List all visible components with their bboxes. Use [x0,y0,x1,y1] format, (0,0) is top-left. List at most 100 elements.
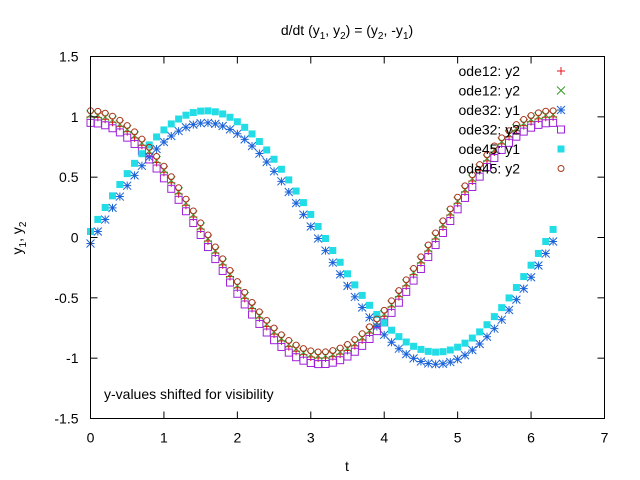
data-point [483,151,491,159]
data-point [263,316,271,324]
data-point [498,134,506,142]
x-tick-label: 7 [601,430,609,446]
data-point [123,133,132,142]
data-point [116,116,124,124]
data-point [380,306,388,314]
data-point [138,150,146,158]
data-point [233,118,241,126]
data-point [122,181,132,191]
data-point [285,337,293,345]
data-point [350,347,359,356]
data-point [145,155,154,164]
data-point [314,348,322,356]
data-point [233,278,241,286]
data-point [269,166,279,176]
data-point [182,195,190,203]
data-point [380,319,388,327]
legend-label: ode45: y2 [459,161,521,177]
data-point [204,107,212,115]
data-point [167,173,175,181]
data-point [432,229,440,237]
data-point [410,265,418,273]
data-point [394,344,404,354]
x-tick-label: 0 [87,430,95,446]
x-tick-label: 1 [160,430,168,446]
data-point [211,243,219,251]
data-point [240,300,249,309]
data-point [482,332,492,342]
data-point [181,207,190,216]
data-point [504,305,514,315]
data-point [218,121,228,131]
chart-annotation: y-values shifted for visibility [104,386,274,402]
data-point [218,266,227,275]
x-tick-label: 2 [233,430,241,446]
data-point [153,133,161,141]
data-point [167,184,176,193]
data-point [189,109,197,117]
data-point [476,161,484,169]
data-point [255,308,263,316]
data-point [483,321,491,329]
data-point [182,111,190,119]
series-4 [87,107,557,356]
data-point [233,289,242,298]
data-point [321,246,330,255]
data-point [160,162,168,170]
legend-label: ode32: y2 [459,122,521,138]
data-point [388,297,396,305]
data-point [219,110,227,118]
data-point [527,112,535,120]
data-point [358,330,366,338]
data-point [196,230,205,239]
data-point [137,161,147,171]
y-axis-ticks: 1.5 1 0.5 0 -0.5 -1 -1.5 [54,49,605,427]
data-point [454,193,462,201]
data-point [101,203,109,211]
data-point [203,243,212,252]
data-point [416,264,425,273]
legend-marker [557,125,565,134]
data-point [255,319,264,328]
data-point [247,141,257,151]
y-tick-label: -1 [66,350,79,366]
data-point [94,107,102,115]
data-point [461,339,469,347]
data-point [365,334,374,343]
data-point [336,344,344,352]
data-point [109,112,117,120]
data-point [483,162,492,171]
data-point [387,337,396,347]
legend: ode12: y2 ode12: y2 ode32: y1 ode32: y2 ode4… [459,63,566,177]
data-point [115,128,124,137]
data-point [175,115,183,123]
data-point [321,348,329,356]
data-point [277,176,286,186]
legend-label: ode45: y1 [459,141,521,157]
data-point [241,123,249,131]
data-point [461,182,469,190]
y-tick-label: 1 [71,109,79,125]
data-point [446,205,454,213]
data-point [196,118,205,128]
data-point [175,184,183,192]
data-point [181,122,191,132]
x-axis-label: t [345,458,349,474]
data-point [417,345,425,353]
data-point [467,345,477,355]
x-tick-label: 3 [307,430,315,446]
data-point [497,145,506,154]
plot-frame [90,56,605,419]
y-tick-label: 0 [71,230,79,246]
data-point [284,348,293,357]
data-point [512,295,521,304]
data-point [343,352,352,361]
data-point [372,327,381,336]
data-point [131,159,139,167]
data-point [159,137,169,147]
data-point [445,357,455,367]
data-point [542,107,550,115]
legend-marker [557,67,565,75]
data-point [211,255,220,264]
data-point [373,315,381,323]
